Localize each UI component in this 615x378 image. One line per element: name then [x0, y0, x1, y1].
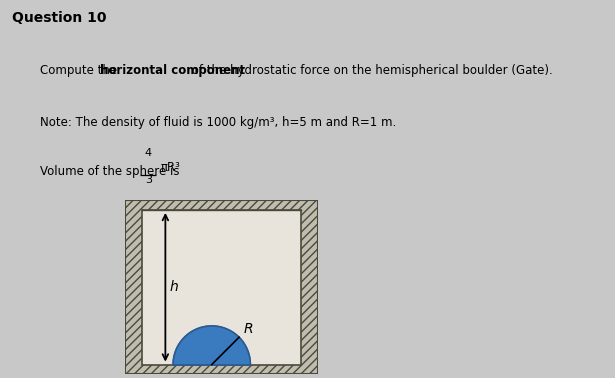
Text: 3: 3 [145, 175, 152, 184]
Text: Compute the: Compute the [40, 64, 121, 76]
Polygon shape [173, 326, 250, 364]
Text: of the hydrostatic force on the hemispherical boulder (Gate).: of the hydrostatic force on the hemisphe… [188, 64, 552, 76]
Text: R: R [244, 322, 253, 336]
Text: Volume of the sphere is: Volume of the sphere is [40, 165, 183, 178]
Text: h: h [170, 280, 178, 294]
Text: horizontal component: horizontal component [100, 64, 245, 76]
Text: Question 10: Question 10 [12, 11, 107, 25]
Text: πR³: πR³ [161, 161, 180, 174]
Text: 4: 4 [145, 148, 152, 158]
Text: Note: The density of fluid is 1000 kg/m³, h=5 m and R=1 m.: Note: The density of fluid is 1000 kg/m³… [40, 116, 396, 129]
Bar [142, 210, 301, 364]
